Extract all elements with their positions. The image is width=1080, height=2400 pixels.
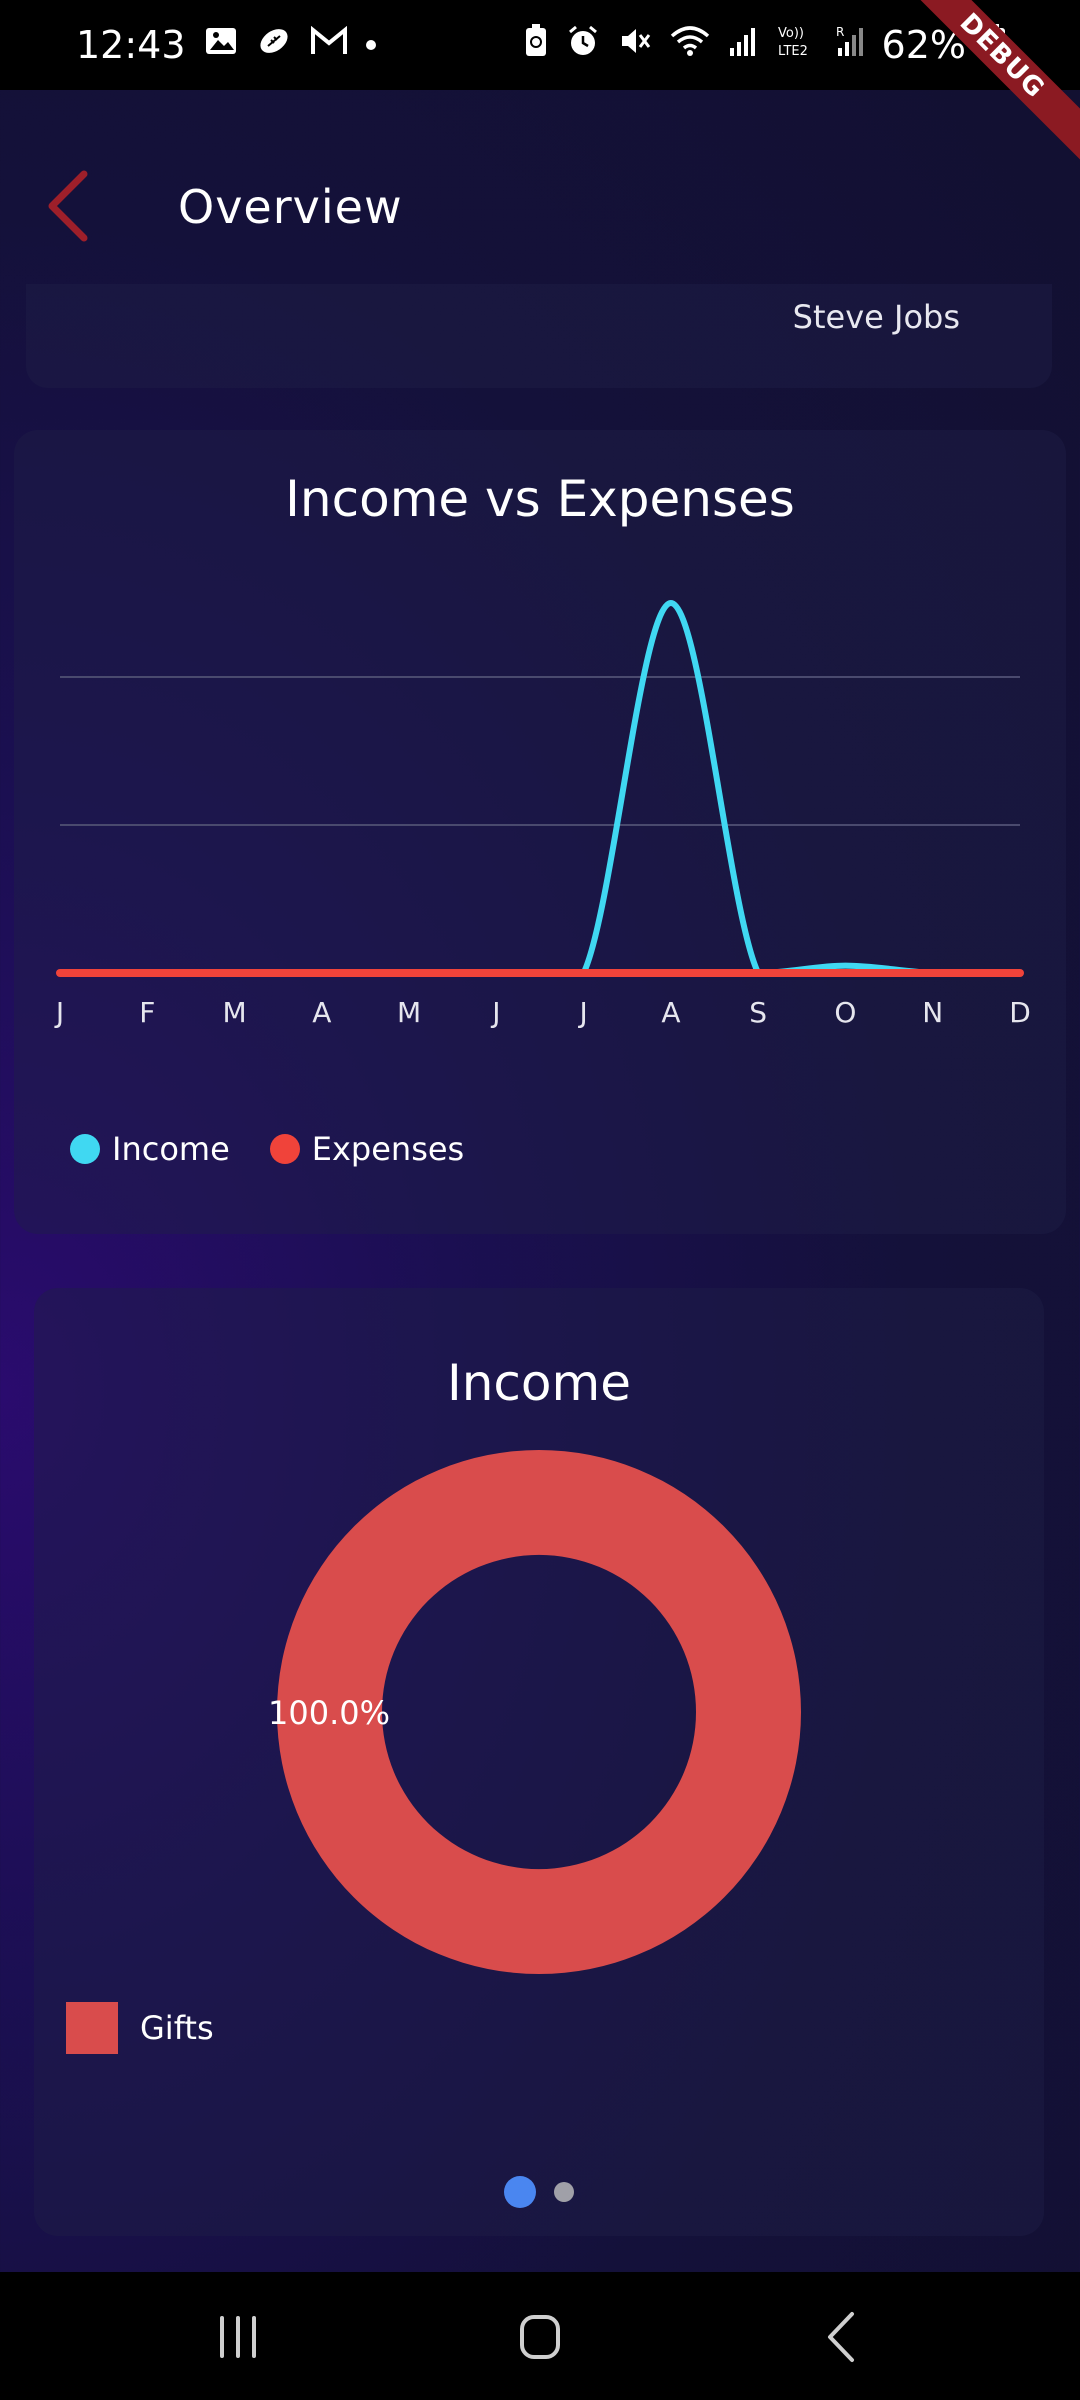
line-chart-title: Income vs Expenses [285,470,795,528]
recent-apps-icon [220,2316,256,2358]
legend-item-income: Income [70,1130,230,1168]
x-tick-label-4: M [397,996,421,1029]
svg-text:LTE2: LTE2 [778,44,808,59]
status-left: 12:43 [76,23,376,67]
chevron-left-icon [48,170,88,242]
legend-label-expenses: Expenses [311,1130,465,1168]
home-icon [520,2315,560,2359]
alarm-icon [566,24,600,66]
back-button[interactable] [40,166,100,246]
volte-lte2-icon: Vo)) LTE2 [776,23,816,67]
svg-text:R: R [836,25,844,39]
page-title: Overview [178,180,403,234]
status-bar: 12:43 Vo)) LTE2 R [0,0,1080,175]
page-indicator [34,2176,1044,2208]
x-tick-label-10: N [922,996,943,1029]
income-pie-card[interactable]: Income 100.0% Gifts [34,1288,1044,2236]
legend-label-income: Income [112,1130,230,1168]
legend-item-expenses: Expenses [269,1130,465,1168]
income-legend-dot [70,1134,100,1164]
legend-label-gifts: Gifts [140,2009,214,2047]
gallery-icon [204,24,238,66]
user-name: Steve Jobs [792,298,960,336]
status-time: 12:43 [76,23,186,67]
x-tick-label-6: J [578,996,588,1029]
x-tick-label-9: O [834,996,856,1029]
wifi-icon [670,24,710,66]
notification-dot-icon [365,40,376,50]
income-donut-chart: 100.0% [268,1450,801,1974]
donut-slice-label-gifts: 100.0% [268,1694,390,1732]
signal-icon [728,24,758,66]
page-dot-inactive[interactable] [554,2182,574,2202]
recent-apps-button[interactable] [198,2302,278,2372]
pie-chart-legend: Gifts [66,2002,214,2054]
football-icon [256,24,292,66]
roaming-signal-icon: R [834,24,864,66]
x-tick-label-3: A [312,996,331,1029]
income-vs-expenses-card: Income vs Expenses J F M A M J J A S O N D Income E… [14,430,1066,1234]
gifts-legend-swatch [66,2002,118,2054]
mute-icon [618,24,652,66]
donut-slice-gifts[interactable] [277,1450,801,1974]
expenses-legend-dot [269,1134,300,1164]
system-back-button[interactable] [802,2302,882,2372]
pie-chart-title: Income [447,1354,631,1412]
x-tick-label-11: D [1009,996,1031,1029]
x-tick-label-5: J [490,996,500,1029]
line-chart-legend: Income Expenses [70,1130,464,1168]
status-right: Vo)) LTE2 R 62% [524,23,1006,67]
page-dot-active[interactable] [504,2176,536,2208]
profile-card: Steve Jobs [26,284,1052,388]
x-tick-label-8: S [749,996,767,1029]
x-tick-label-1: F [139,996,155,1029]
app-bar: Overview [0,130,1080,280]
series-line-income [57,599,1023,977]
gmail-icon [310,25,348,64]
x-tick-label-0: J [54,996,64,1029]
navigation-bar [0,2272,1080,2400]
x-tick-label-7: A [661,996,680,1029]
home-button[interactable] [500,2302,580,2372]
battery-saver-icon [524,24,548,66]
x-tick-label-2: M [222,996,246,1029]
svg-text:Vo)): Vo)) [778,26,804,41]
back-arrow-icon [828,2312,854,2362]
